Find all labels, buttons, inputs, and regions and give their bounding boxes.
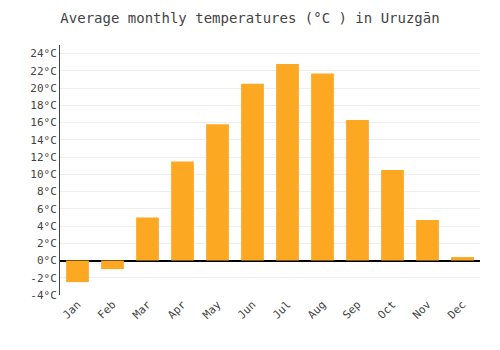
svg-text:Jun: Jun bbox=[235, 298, 258, 321]
svg-text:Apr: Apr bbox=[165, 298, 189, 322]
svg-text:-4°C: -4°C bbox=[30, 289, 57, 302]
svg-text:14°C: 14°C bbox=[30, 134, 57, 147]
svg-text:22°C: 22°C bbox=[30, 65, 57, 78]
svg-text:Sep: Sep bbox=[340, 298, 363, 321]
svg-text:0°C: 0°C bbox=[37, 254, 57, 267]
svg-text:Aug: Aug bbox=[305, 298, 328, 321]
svg-text:May: May bbox=[200, 298, 224, 322]
svg-text:6°C: 6°C bbox=[37, 203, 57, 216]
svg-text:20°C: 20°C bbox=[30, 82, 57, 95]
svg-text:4°C: 4°C bbox=[37, 220, 57, 233]
svg-text:2°C: 2°C bbox=[37, 237, 57, 250]
svg-text:24°C: 24°C bbox=[30, 47, 57, 60]
svg-text:16°C: 16°C bbox=[30, 116, 57, 129]
svg-text:12°C: 12°C bbox=[30, 151, 57, 164]
svg-text:-2°C: -2°C bbox=[30, 272, 57, 285]
svg-text:Oct: Oct bbox=[375, 298, 398, 321]
svg-text:Feb: Feb bbox=[95, 298, 118, 321]
svg-text:Nov: Nov bbox=[410, 298, 434, 322]
svg-text:Mar: Mar bbox=[130, 298, 154, 322]
svg-text:18°C: 18°C bbox=[30, 99, 57, 112]
svg-text:Dec: Dec bbox=[445, 298, 468, 321]
svg-text:Jul: Jul bbox=[270, 298, 293, 321]
svg-text:8°C: 8°C bbox=[37, 185, 57, 198]
svg-text:Average monthly temperatures (: Average monthly temperatures (°C ) in Ur… bbox=[60, 10, 439, 26]
svg-text:10°C: 10°C bbox=[30, 168, 57, 181]
svg-text:Jan: Jan bbox=[60, 298, 83, 321]
